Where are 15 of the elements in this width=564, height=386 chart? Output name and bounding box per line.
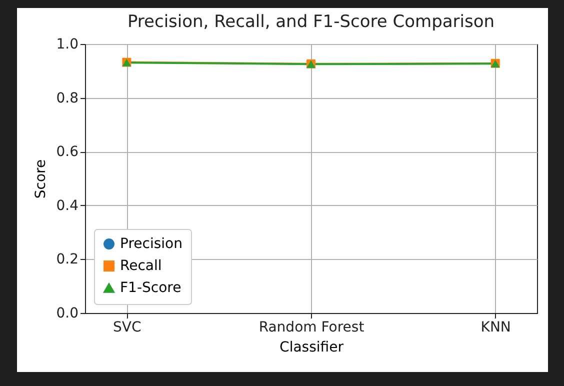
x-tick-label: Random Forest [258, 320, 365, 336]
x-tick-label: KNN [480, 320, 511, 336]
y-tick-label: 1.0 [56, 36, 78, 52]
x-axis-title: Classifier [280, 340, 344, 356]
y-tick-label: 0.2 [56, 252, 78, 268]
x-tick-label: SVC [113, 320, 142, 336]
y-tick-label: 0.0 [56, 306, 78, 322]
legend-label: F1-Score [120, 280, 182, 296]
y-tick-label: 0.8 [56, 90, 78, 106]
y-tick-label: 0.6 [56, 144, 79, 160]
y-axis-title: Score [33, 159, 50, 199]
legend-label: Recall [120, 258, 162, 274]
legend-label: Precision [120, 236, 182, 252]
chart-title: Precision, Recall, and F1-Score Comparison [127, 12, 495, 32]
y-tick-label: 0.4 [56, 198, 79, 214]
